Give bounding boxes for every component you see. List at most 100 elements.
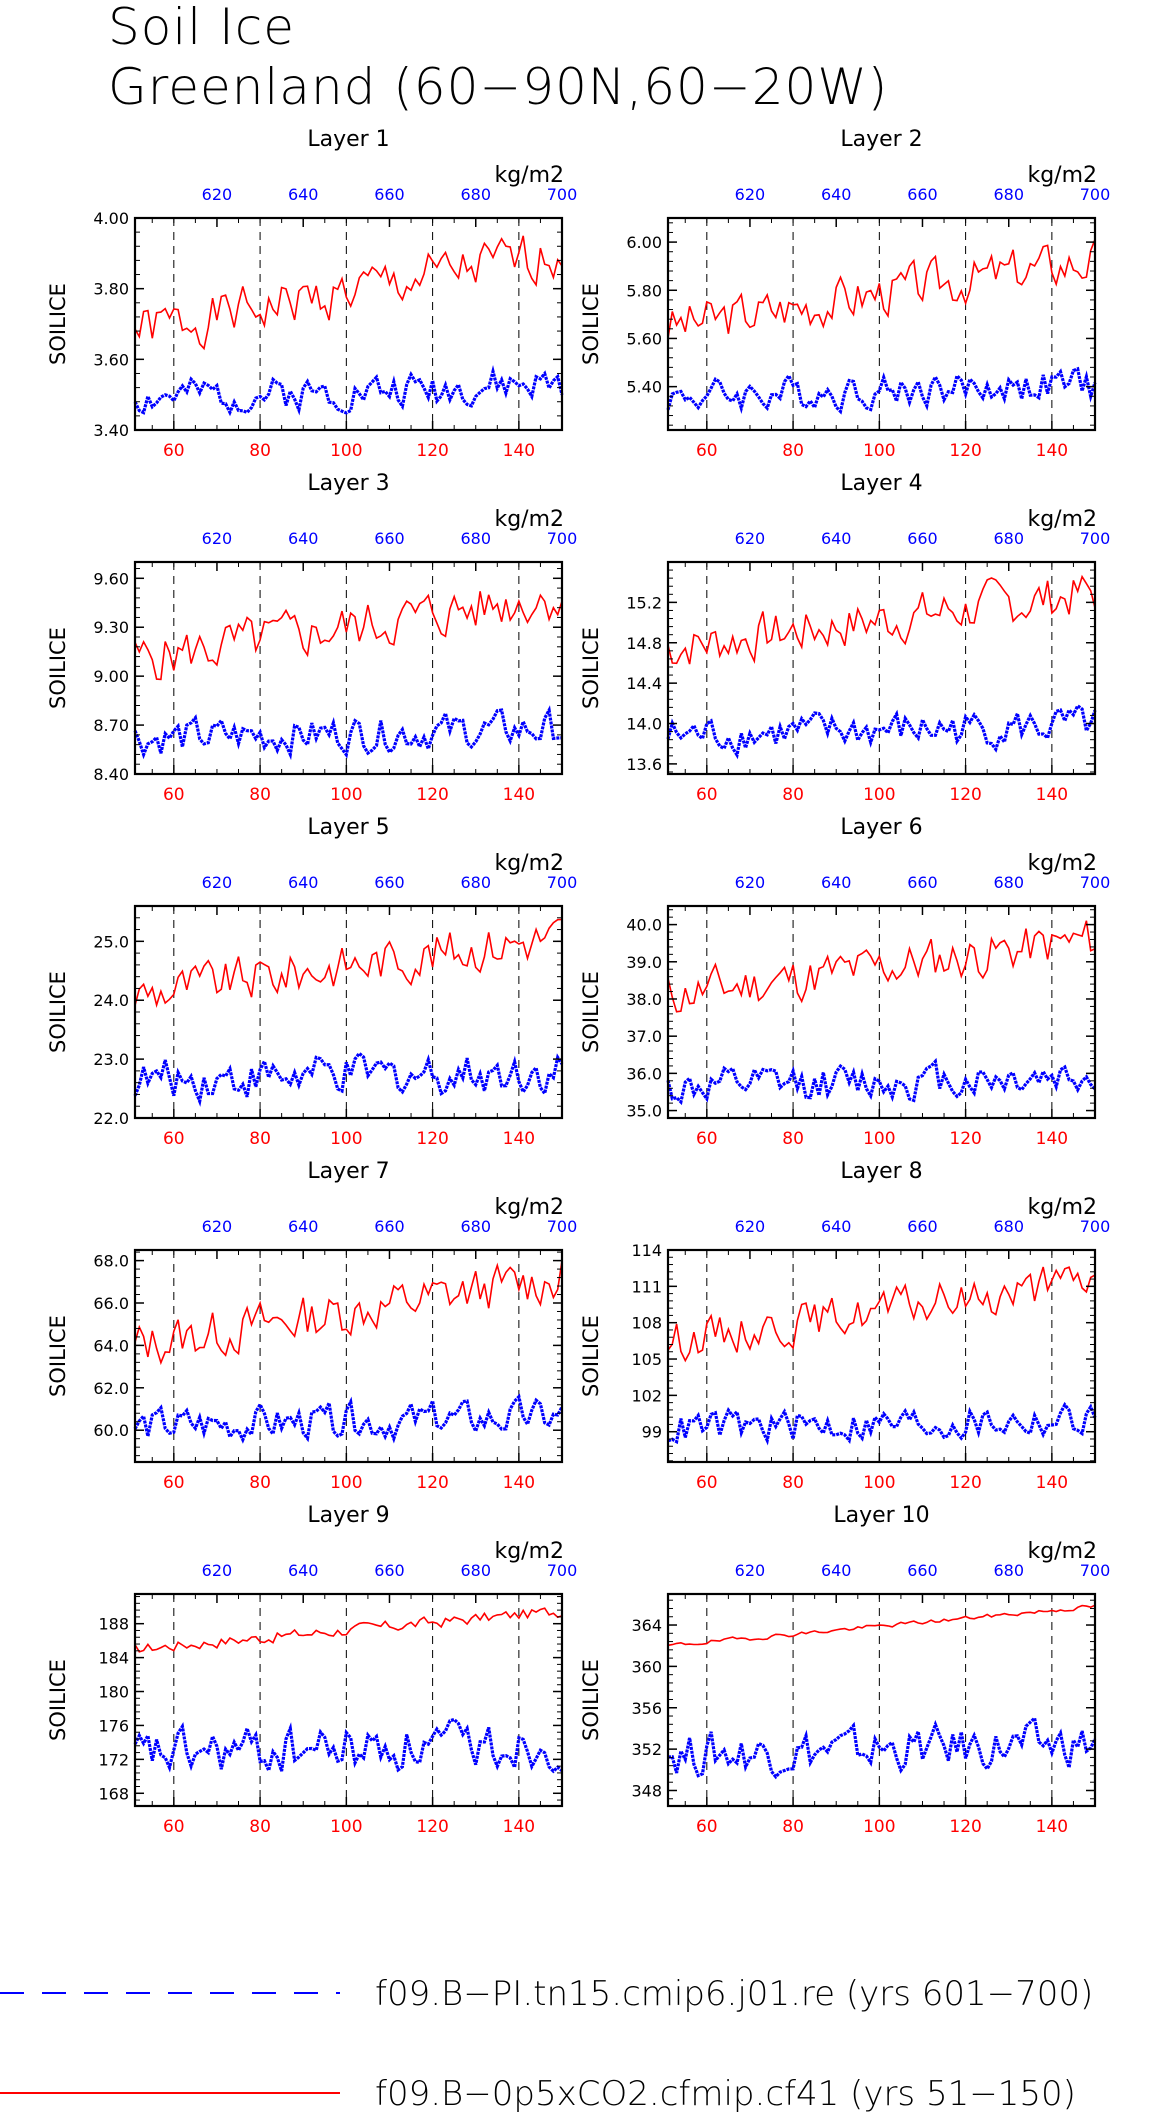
top-x-tick-label: 620 [735,529,766,548]
y-tick-label: 6.00 [626,233,662,252]
series-line-experiment [667,920,1096,1013]
y-axis: 13.6 14.0 14.4 14.8 15.2 [626,561,1095,774]
series-line-experiment [667,574,1096,665]
plot-frame [666,560,1097,776]
y-tick-label: 15.2 [626,593,662,612]
plot-frame [133,216,564,432]
y-tick-label: 5.60 [626,329,662,348]
top-x-tick-label: 660 [907,1561,938,1580]
series-line-control [133,365,564,417]
series-line-experiment [134,591,563,681]
top-x-tick-label: 660 [907,185,938,204]
top-x-tick-label: 660 [374,529,405,548]
y-tick-label: 184 [98,1649,129,1668]
top-x-tick-label: 620 [735,1217,766,1236]
x-tick-label: 80 [249,1817,271,1837]
x-tick-label: 120 [416,441,448,461]
top-x-tick-label: 640 [288,1561,319,1580]
y-axis: 5.40 5.60 5.80 6.00 [626,222,1095,426]
x-tick-label: 140 [503,785,535,805]
y-tick-label: 3.40 [93,421,129,440]
top-x-tick-label: 660 [374,1561,405,1580]
top-x-tick-label: 660 [907,529,938,548]
y-tick-label: 36.0 [626,1064,662,1083]
y-tick-label: 348 [631,1781,662,1800]
y-tick-label: 5.40 [626,378,662,397]
y-tick-label: 38.0 [626,990,662,1009]
figure-title: Soil Ice [108,0,296,56]
y-tick-label: 111 [631,1277,662,1296]
series-line-experiment [134,1607,563,1653]
top-x-tick-label: 620 [735,873,766,892]
x-axis: 60 80 100 120 140 [151,1797,563,1837]
y-tick-label: 66.0 [93,1294,129,1313]
series-line-control [667,1715,1097,1780]
y-tick-label: 14.4 [626,674,662,693]
x-tick-label: 80 [782,1817,804,1837]
top-x-axis: 620 640 660 680 700 [151,185,578,227]
top-x-tick-label: 660 [374,1217,405,1236]
top-x-axis: 620 640 660 680 700 [151,873,577,915]
y-axis: 3.40 3.60 3.80 4.00 [93,209,562,440]
plot-frame [666,904,1097,1120]
y-tick-label: 9.00 [93,667,129,686]
x-tick-label: 80 [249,441,271,461]
x-tick-label: 60 [696,1129,718,1149]
top-x-tick-label: 620 [202,873,233,892]
top-x-tick-label: 700 [547,185,578,204]
x-tick-label: 80 [782,1129,804,1149]
top-x-tick-label: 680 [993,873,1024,892]
top-x-tick-label: 700 [547,1217,578,1236]
series-line-control [666,1057,1097,1106]
y-tick-label: 8.70 [93,716,129,735]
legend: f09.B−PI.tn15.cmip6.j01.re (yrs 601−700)… [0,1974,1093,2114]
y-tick-label: 356 [631,1699,662,1718]
x-tick-label: 100 [863,1473,895,1493]
x-tick-label: 120 [949,1129,981,1149]
y-axis-label: SOILICE [579,627,603,709]
series-line-experiment [134,918,563,1008]
x-tick-label: 140 [503,441,535,461]
panel-title: Layer 3 [307,471,389,496]
top-x-tick-label: 640 [288,185,319,204]
y-axis-label: SOILICE [579,1315,603,1397]
top-x-tick-label: 700 [1080,873,1111,892]
plot-frame [133,904,564,1120]
y-tick-label: 9.60 [93,569,129,588]
y-axis: 348 352 356 360 364 [631,1599,1095,1800]
top-x-tick-label: 640 [288,529,319,548]
panel-layer-6: Layer 6 kg/m2 SOILICE 35.0 36.0 37.0 38.0 39.0 4… [579,815,1110,1149]
legend-label: f09.B−0p5xCO2.cfmip.cf41 (yrs 51−150) [375,2074,1076,2114]
x-tick-label: 60 [163,1129,185,1149]
top-x-axis: 620 640 660 680 700 [151,1217,578,1259]
y-tick-label: 39.0 [626,953,662,972]
top-x-tick-label: 700 [1080,1561,1111,1580]
x-axis: 60 80 100 120 140 [684,421,1096,461]
y-tick-label: 188 [98,1615,129,1634]
panel-title: Layer 1 [307,127,389,152]
series-line-experiment [667,1604,1096,1647]
series-line-experiment [667,1266,1096,1363]
panel-title: Layer 4 [840,471,922,496]
y-axis-label: SOILICE [579,1659,603,1741]
y-tick-label: 3.60 [93,350,129,369]
plot-frame [133,1248,564,1464]
top-x-tick-label: 640 [288,1217,319,1236]
x-tick-label: 140 [1036,1817,1068,1837]
top-x-axis: 620 640 660 680 700 [151,529,577,571]
panel-layer-9: Layer 9 kg/m2 SOILICE 168 172 176 180 184 188 60 8… [46,1503,577,1837]
panel-layer-3: Layer 3 kg/m2 SOILICE 8.40 8.70 9.00 9.30 9.60 6… [46,471,577,805]
x-axis: 60 80 100 120 140 [151,1109,563,1149]
top-x-tick-label: 680 [460,1561,491,1580]
units-label: kg/m2 [1027,1195,1097,1220]
series-line-control [133,1717,564,1776]
top-x-tick-label: 640 [821,1217,852,1236]
panel-title: Layer 2 [840,127,922,152]
y-tick-label: 180 [98,1683,129,1702]
plot-frame [666,1592,1097,1808]
y-tick-label: 172 [98,1750,129,1769]
y-tick-label: 364 [631,1616,662,1635]
x-axis: 60 80 100 120 140 [151,1453,563,1493]
top-x-tick-label: 660 [907,1217,938,1236]
panel-layer-7: Layer 7kg/m2SOILICE60.062.064.066.068.06… [46,1159,577,1493]
